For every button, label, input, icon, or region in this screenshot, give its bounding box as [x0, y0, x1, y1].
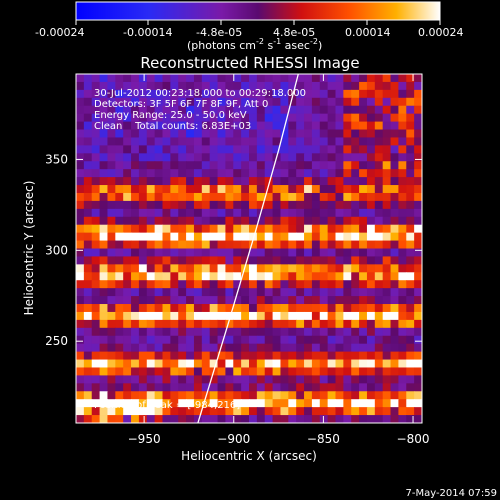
- x-tick-label: −800: [397, 432, 430, 446]
- colorbar-ticks: [75, 20, 441, 25]
- annotation-energy-range: Energy Range: 25.0 - 50.0 keV: [94, 110, 247, 121]
- colorbar-units: (photons cm-2 s-1 asec-2): [187, 37, 322, 52]
- colorbar-tick-label: 0.00014: [345, 26, 391, 39]
- chart-title: Reconstructed RHESSI Image: [140, 54, 359, 72]
- y-axis-label: Heliocentric Y (arcsec): [22, 181, 36, 316]
- heatmap-image: [76, 74, 422, 423]
- colorbar-tick-label: 0.00024: [418, 26, 464, 39]
- annotation-clean-counts: Clean Total counts: 6.83E+03: [94, 121, 251, 132]
- annotation-time-range: 30-Jul-2012 00:23:18.000 to 00:29:18.000: [94, 88, 306, 99]
- axes: −950 −900 −850 −800 250 300 350: [45, 74, 430, 446]
- y-tick-label: 250: [45, 334, 68, 348]
- solar-limb-curve: [197, 74, 299, 423]
- colorbar: [75, 1, 441, 21]
- y-tick-label: 300: [45, 243, 68, 257]
- annotation-detectors: Detectors: 3F 5F 6F 7F 8F 9F, Att 0: [94, 99, 268, 110]
- footer-date: 7-May-2014 07:59: [405, 488, 497, 499]
- peak-position-label: Position of Peak = [-984,216]: [94, 400, 240, 411]
- plot-frame: [75, 73, 423, 424]
- x-tick-label: −850: [307, 432, 340, 446]
- x-tick-label: −900: [217, 432, 250, 446]
- colorbar-tick-label: -0.00024: [35, 26, 84, 39]
- colorbar-tick-label: 4.8e-05: [273, 26, 315, 39]
- y-tick-label: 350: [45, 152, 68, 166]
- colorbar-tick-label: -4.8e-05: [196, 26, 242, 39]
- x-axis-label: Heliocentric X (arcsec): [181, 449, 317, 463]
- x-tick-label: −950: [128, 432, 161, 446]
- colorbar-tick-label: -0.00014: [123, 26, 172, 39]
